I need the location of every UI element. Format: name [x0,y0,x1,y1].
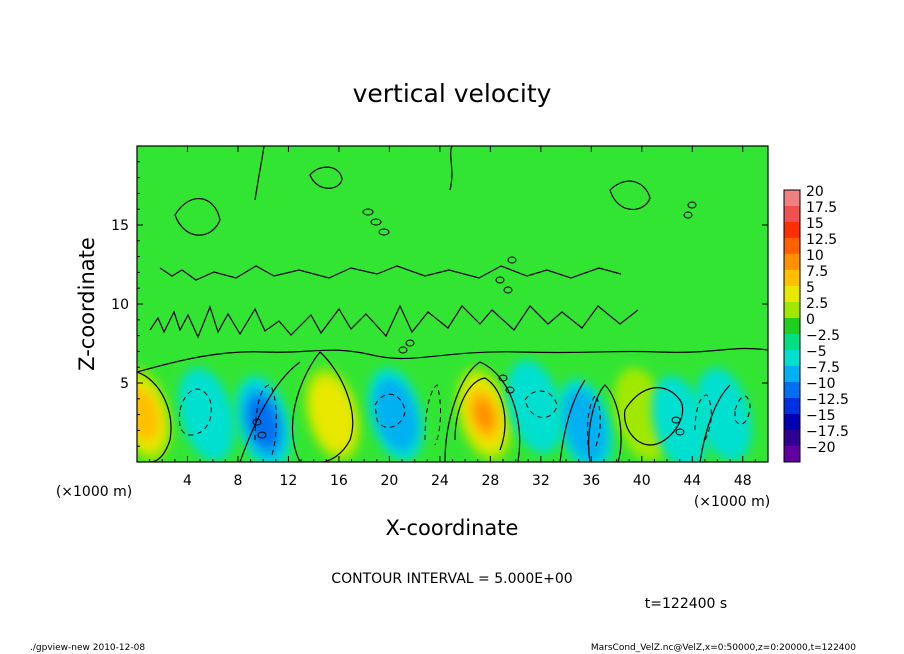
x-unit-left: (×1000 m) [56,484,132,500]
colorbar-label: 10 [806,248,824,264]
footer-right: MarsCond_VelZ.nc@VelZ,x=0:50000,z=0:2000… [591,643,856,653]
colorbar-swatch [784,238,800,255]
velocity-feature [235,375,292,462]
colorbar-swatch [784,414,800,431]
velocity-feature [137,367,172,462]
colorbar-swatch [784,206,800,223]
colorbar-swatch [784,350,800,367]
colorbar-swatch [784,446,800,463]
colorbar-label: 0 [806,312,815,328]
colorbar-frame [783,189,801,463]
contour-interval: CONTOUR INTERVAL = 5.000E+00 [331,571,572,587]
chart-title: vertical velocity [353,79,552,108]
x-tick-label: 40 [633,473,651,489]
zero-contour-labels [252,201,697,439]
colorbar-swatch [784,270,800,287]
colorbar: 2017.51512.5107.552.50−2.5−5−7.5−10−12.5… [783,184,849,463]
x-axis-label: X-coordinate [386,516,519,540]
x-tick-label: 24 [431,473,449,489]
x-tick-label: 36 [582,473,600,489]
colorbar-swatch [784,318,800,335]
velocity-feature [695,367,752,462]
velocity-features [137,359,752,462]
x-axis: 4 8 12 16 20 24 28 32 36 40 44 48 [149,146,756,489]
y-axis-label: Z-coordinate [75,237,99,371]
colorbar-label: −12.5 [806,392,849,408]
x-unit-right: (×1000 m) [694,494,770,510]
colorbar-swatch [784,302,800,319]
x-tick-label: 16 [330,473,348,489]
colorbar-swatch [784,222,800,239]
x-tick-label: 28 [481,473,499,489]
colorbar-label: 15 [806,216,824,232]
colorbar-label: 12.5 [806,232,837,248]
footer-left: ./gpview-new 2010-12-08 [30,643,145,653]
colorbar-swatch [784,398,800,415]
colorbar-label: 5 [806,280,815,296]
colorbar-label: −7.5 [806,360,840,376]
velocity-feature [178,367,235,462]
contour-lines [137,146,768,462]
time-label: t=122400 s [645,596,727,612]
colorbar-swatch [784,334,800,351]
colorbar-label: 7.5 [806,264,828,280]
colorbar-swatch [784,430,800,447]
colorbar-label: −20 [806,440,836,456]
colorbar-swatch [784,366,800,383]
x-tick-label: 48 [734,473,752,489]
y-axis: 5 10 15 [111,161,768,447]
colorbar-label: −2.5 [806,328,840,344]
colorbar-label: −5 [806,344,827,360]
y-tick-label: 10 [111,297,129,313]
colorbar-label: 17.5 [806,200,837,216]
x-tick-label: 20 [380,473,398,489]
colorbar-label: −17.5 [806,424,849,440]
y-tick-label: 5 [120,376,129,392]
colorbar-swatch [784,382,800,399]
velocity-feature [367,367,424,462]
x-tick-label: 4 [183,473,192,489]
colorbar-label: 20 [806,184,824,200]
x-tick-label: 12 [280,473,298,489]
colorbar-label: 2.5 [806,296,828,312]
colorbar-label: −10 [806,376,836,392]
x-tick-label: 32 [532,473,550,489]
colorbar-swatch [784,286,800,303]
x-tick-label: 44 [683,473,701,489]
colorbar-swatch [784,254,800,271]
velocity-feature [506,359,563,454]
x-tick-label: 8 [233,473,242,489]
velocity-feature [456,367,513,462]
y-tick-label: 15 [111,218,129,234]
colorbar-label: −15 [806,408,836,424]
negative-contours [178,384,751,456]
velocity-feature [304,367,361,462]
colorbar-swatch [784,190,800,207]
